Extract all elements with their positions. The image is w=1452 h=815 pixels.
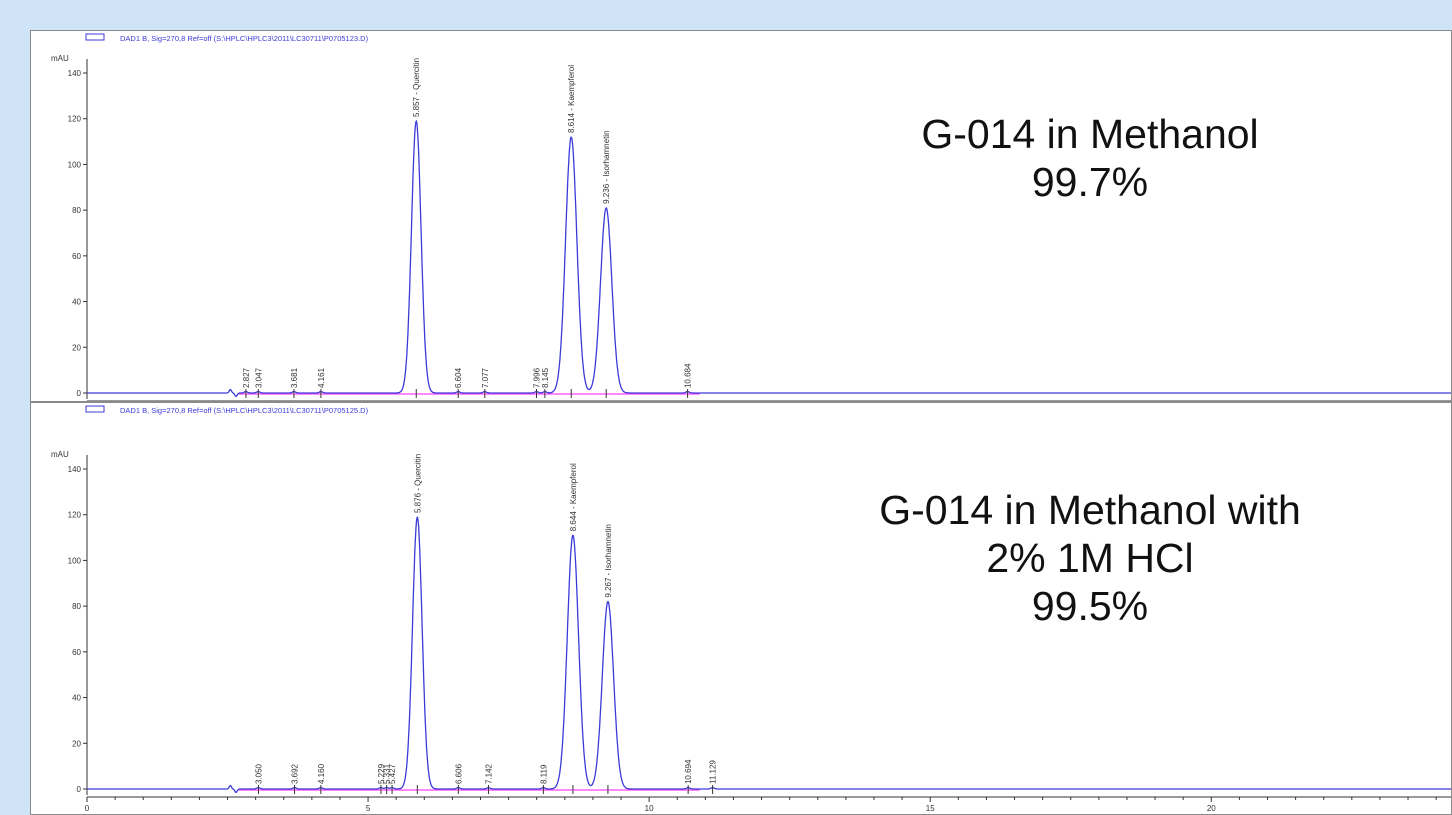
y-axis-label: mAU (51, 54, 69, 63)
y-tick-label: 140 (68, 465, 82, 474)
x-tick-label: 10 (645, 804, 654, 813)
y-tick-label: 100 (68, 556, 82, 565)
peak-label: 5.876 - Quercitin (413, 454, 422, 513)
sample-label-2: G-014 in Methanol with 2% 1M HCl 99.5% (800, 486, 1380, 630)
legend-swatch (85, 33, 105, 41)
minor-peak-label: 5.229 (377, 763, 386, 784)
minor-peak-label: 5.427 (388, 763, 397, 784)
minor-peak-label: 3.692 (291, 763, 300, 784)
minor-peak-label: 10.684 (684, 363, 693, 388)
legend-swatch (85, 405, 105, 413)
peak-label: 9.236 - Isorhamnetin (602, 130, 611, 203)
minor-peak-label: 10.694 (684, 759, 693, 784)
y-tick-label: 60 (72, 648, 81, 657)
minor-peak-label: 6.606 (454, 763, 463, 784)
y-axis-label: mAU (51, 450, 69, 459)
y-tick-label: 20 (72, 739, 81, 748)
minor-peak-label: 3.050 (254, 763, 263, 784)
x-tick-label: 20 (1207, 804, 1216, 813)
signal-trace (87, 516, 1451, 794)
y-tick-label: 20 (72, 343, 81, 352)
signal-trace (87, 119, 1451, 398)
y-tick-label: 140 (68, 69, 82, 78)
chromatogram-plot-2: DAD1 B, Sig=270,8 Ref=off (S:\HPLC\HPLC3… (51, 405, 1451, 813)
minor-peak-label: 7.142 (484, 763, 493, 784)
minor-peak-label: 11.129 (709, 760, 718, 784)
minor-peak-label: 7.996 (532, 367, 541, 388)
minor-peak-label: 4.161 (317, 367, 326, 388)
y-tick-label: 40 (72, 694, 81, 703)
minor-peak-label: 6.604 (454, 367, 463, 388)
chart-title: DAD1 B, Sig=270,8 Ref=off (S:\HPLC\HPLC3… (120, 406, 369, 415)
x-tick-label: 5 (366, 804, 371, 813)
peak-label: 8.644 - Kaempferol (569, 463, 578, 531)
minor-peak-label: 3.681 (290, 367, 299, 388)
y-tick-label: 40 (72, 298, 81, 307)
y-tick-label: 120 (68, 115, 82, 124)
chromatogram-panel-1: DAD1 B, Sig=270,8 Ref=off (S:\HPLC\HPLC3… (30, 30, 1452, 402)
minor-peak-label: 2.827 (242, 367, 251, 388)
y-tick-label: 60 (72, 252, 81, 261)
peak-label: 5.857 - Quercitin (412, 58, 421, 117)
minor-peak-label: 3.047 (254, 367, 263, 388)
y-tick-label: 120 (68, 511, 82, 520)
peak-label: 9.267 - Isorhamnetin (604, 524, 613, 597)
minor-peak-label: 8.145 (541, 367, 550, 388)
y-tick-label: 80 (72, 206, 81, 215)
x-tick-label: 0 (85, 804, 90, 813)
sample-label-2-line-1: G-014 in Methanol with (879, 487, 1301, 533)
minor-peak-label: 4.160 (317, 763, 326, 784)
sample-label-2-line-2: 2% 1M HCl (986, 535, 1194, 581)
minor-peak-label: 8.119 (539, 764, 548, 784)
y-tick-label: 0 (77, 389, 82, 398)
chart-title: DAD1 B, Sig=270,8 Ref=off (S:\HPLC\HPLC3… (120, 34, 369, 43)
minor-peak-label: 7.077 (481, 367, 490, 388)
chromatogram-plot-1: DAD1 B, Sig=270,8 Ref=off (S:\HPLC\HPLC3… (51, 33, 1451, 401)
x-tick-label: 15 (926, 804, 935, 813)
y-tick-label: 100 (68, 160, 82, 169)
minor-peak-label: 5.331 (383, 763, 392, 784)
sample-label-1-line-2: 99.7% (1031, 159, 1149, 205)
y-tick-label: 0 (77, 785, 82, 794)
sample-label-1-line-1: G-014 in Methanol (921, 111, 1259, 157)
chromatogram-panel-2: DAD1 B, Sig=270,8 Ref=off (S:\HPLC\HPLC3… (30, 402, 1452, 815)
sample-label-1: G-014 in Methanol 99.7% (830, 110, 1350, 206)
sample-label-2-line-3: 99.5% (1031, 583, 1149, 629)
y-tick-label: 80 (72, 602, 81, 611)
peak-label: 8.614 - Kaempferol (567, 65, 576, 133)
